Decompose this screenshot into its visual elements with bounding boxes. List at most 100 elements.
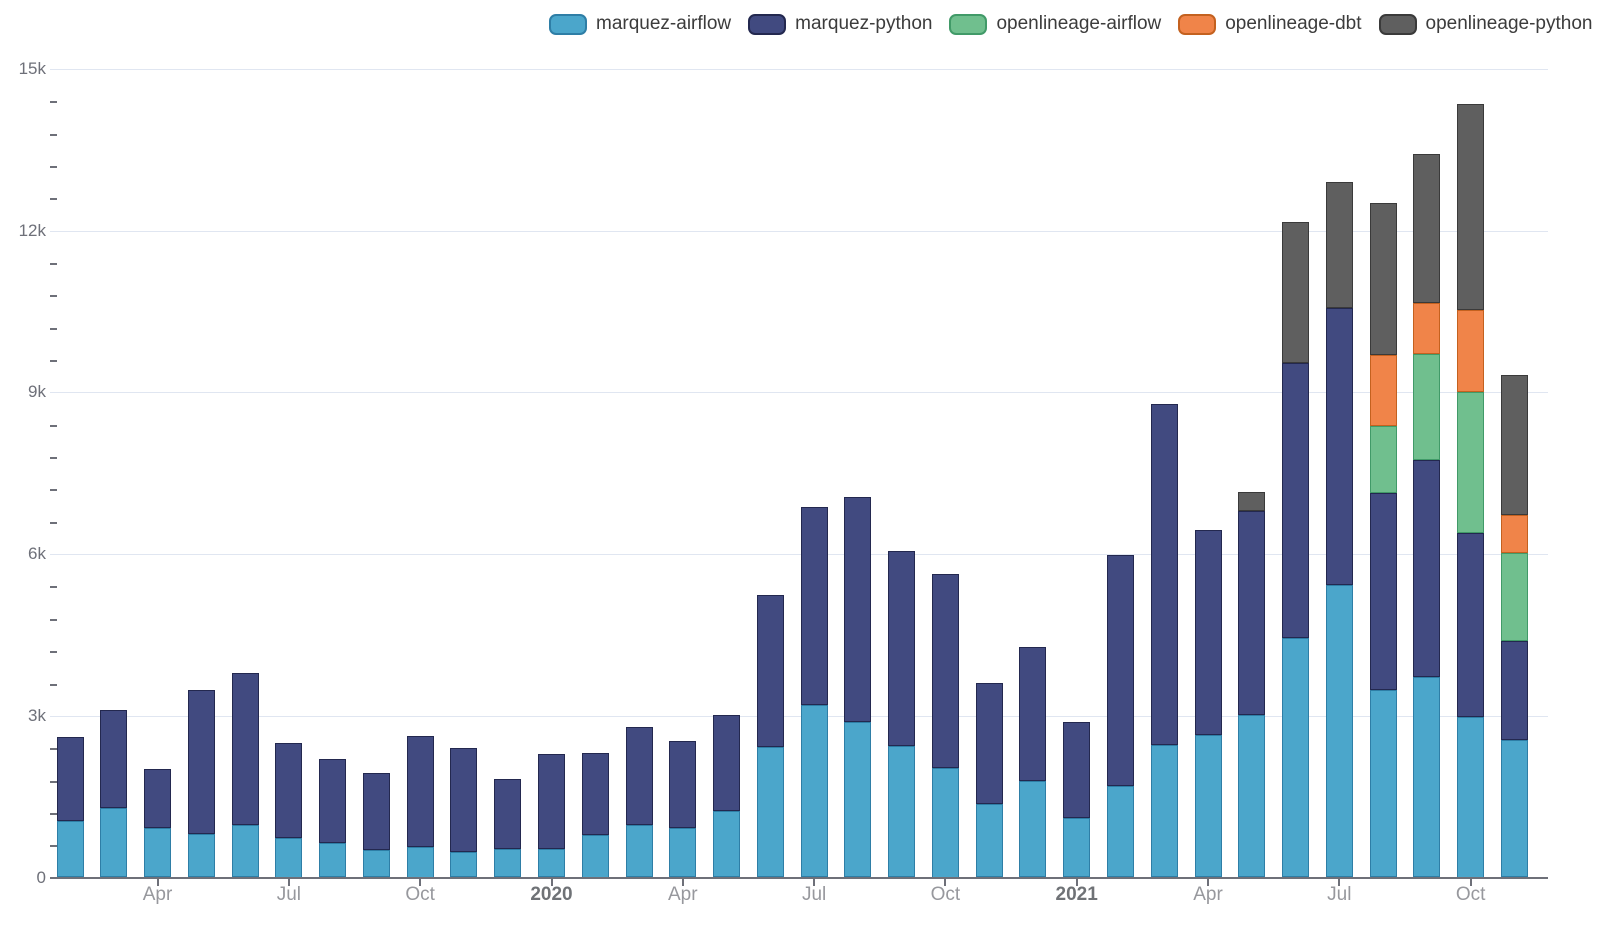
bar-segment-marquez-airflow[interactable] — [888, 746, 916, 878]
y-axis-minor-tick — [50, 101, 57, 104]
bar-segment-openlineage-airflow[interactable] — [1500, 552, 1528, 642]
bar-segment-marquez-airflow[interactable] — [1325, 584, 1353, 878]
bar-segment-marquez-airflow[interactable] — [800, 704, 828, 878]
bar-segment-openlineage-python[interactable] — [1500, 374, 1528, 515]
bar-segment-marquez-airflow[interactable] — [669, 827, 697, 878]
bar-oct-2021 — [1457, 104, 1485, 878]
bar-segment-marquez-python[interactable] — [362, 772, 390, 850]
bar-segment-marquez-airflow[interactable] — [1238, 714, 1266, 878]
bar-segment-marquez-airflow[interactable] — [975, 803, 1003, 878]
bar-segment-marquez-airflow[interactable] — [538, 848, 565, 878]
bar-segment-openlineage-python[interactable] — [1238, 492, 1266, 511]
bar-segment-marquez-airflow[interactable] — [1369, 689, 1397, 878]
bar-jun-2021 — [1282, 222, 1310, 878]
bar-segment-marquez-python[interactable] — [1238, 511, 1266, 715]
bar-segment-marquez-airflow[interactable] — [1019, 780, 1047, 878]
bar-segment-marquez-python[interactable] — [1019, 646, 1047, 781]
bar-segment-marquez-python[interactable] — [1282, 363, 1310, 638]
legend-item-openlineage-airflow[interactable]: openlineage-airflow — [949, 13, 1161, 35]
bar-segment-marquez-python[interactable] — [625, 726, 653, 825]
bar-segment-marquez-python[interactable] — [406, 736, 434, 848]
bar-segment-marquez-airflow[interactable] — [275, 837, 303, 878]
bar-segment-marquez-python[interactable] — [319, 759, 347, 843]
bar-segment-marquez-python[interactable] — [275, 742, 303, 838]
bar-segment-marquez-python[interactable] — [1063, 721, 1091, 819]
bar-segment-marquez-python[interactable] — [844, 496, 872, 722]
bar-segment-openlineage-airflow[interactable] — [1369, 425, 1397, 493]
bar-segment-marquez-airflow[interactable] — [1457, 717, 1485, 878]
bar-segment-marquez-airflow[interactable] — [1500, 739, 1528, 878]
bar-segment-marquez-python[interactable] — [538, 754, 565, 849]
bar-segment-marquez-airflow[interactable] — [1413, 676, 1441, 878]
bar-segment-marquez-airflow[interactable] — [1063, 818, 1091, 878]
bar-segment-marquez-python[interactable] — [56, 736, 84, 822]
legend-item-openlineage-dbt[interactable]: openlineage-dbt — [1178, 13, 1362, 35]
y-axis-label: 3k — [28, 705, 46, 725]
bar-segment-marquez-airflow[interactable] — [406, 847, 434, 878]
legend-item-marquez-python[interactable]: marquez-python — [748, 13, 932, 35]
bar-segment-marquez-airflow[interactable] — [494, 848, 522, 878]
bar-segment-marquez-python[interactable] — [1369, 492, 1397, 690]
bar-segment-marquez-python[interactable] — [494, 778, 522, 849]
bar-segment-openlineage-python[interactable] — [1413, 154, 1441, 304]
bar-segment-openlineage-python[interactable] — [1325, 182, 1353, 309]
legend-item-label: openlineage-airflow — [996, 13, 1162, 34]
bar-segment-marquez-python[interactable] — [100, 710, 128, 808]
bar-segment-marquez-python[interactable] — [1457, 532, 1485, 718]
bar-segment-marquez-airflow[interactable] — [1282, 637, 1310, 878]
bar-segment-openlineage-python[interactable] — [1369, 202, 1397, 355]
bar-jul-2019 — [275, 742, 303, 878]
bar-segment-marquez-airflow[interactable] — [362, 849, 390, 878]
bar-segment-marquez-python[interactable] — [1500, 641, 1528, 740]
bar-segment-marquez-airflow[interactable] — [756, 747, 784, 878]
bar-segment-marquez-python[interactable] — [1413, 460, 1441, 677]
bar-mar-2019 — [100, 710, 128, 878]
bar-segment-marquez-airflow[interactable] — [931, 767, 959, 878]
bar-segment-marquez-python[interactable] — [888, 551, 916, 747]
bar-segment-marquez-python[interactable] — [713, 714, 741, 812]
bar-segment-marquez-airflow[interactable] — [844, 721, 872, 878]
bar-segment-marquez-python[interactable] — [931, 574, 959, 768]
bar-segment-openlineage-dbt[interactable] — [1500, 514, 1528, 553]
bar-may-2019 — [187, 689, 215, 878]
bar-segment-marquez-python[interactable] — [144, 768, 171, 829]
bar-segment-openlineage-dbt[interactable] — [1457, 310, 1485, 393]
bar-segment-openlineage-python[interactable] — [1282, 222, 1310, 363]
bar-segment-marquez-airflow[interactable] — [1194, 734, 1222, 878]
bar-segment-marquez-airflow[interactable] — [581, 834, 609, 878]
bar-segment-marquez-airflow[interactable] — [450, 851, 478, 878]
bar-feb-2021 — [1107, 555, 1134, 878]
bar-segment-marquez-python[interactable] — [975, 682, 1003, 804]
bar-segment-marquez-airflow[interactable] — [56, 821, 84, 878]
bar-segment-marquez-airflow[interactable] — [713, 811, 741, 878]
bar-segment-marquez-airflow[interactable] — [100, 807, 128, 878]
bar-segment-openlineage-dbt[interactable] — [1369, 355, 1397, 426]
bar-segment-marquez-python[interactable] — [450, 747, 478, 852]
bar-segment-marquez-python[interactable] — [1107, 555, 1134, 787]
bar-segment-marquez-airflow[interactable] — [144, 828, 171, 878]
legend-item-marquez-airflow[interactable]: marquez-airflow — [549, 13, 731, 35]
bar-segment-marquez-airflow[interactable] — [625, 824, 653, 878]
bar-segment-marquez-python[interactable] — [187, 689, 215, 834]
bar-segment-marquez-airflow[interactable] — [319, 842, 347, 878]
bar-jan-2020 — [538, 754, 565, 878]
bar-segment-marquez-python[interactable] — [1150, 404, 1178, 745]
bar-segment-marquez-python[interactable] — [669, 740, 697, 828]
bar-segment-marquez-python[interactable] — [231, 673, 259, 825]
bar-segment-marquez-airflow[interactable] — [231, 824, 259, 878]
legend-item-openlineage-python[interactable]: openlineage-python — [1378, 13, 1592, 35]
bar-segment-marquez-python[interactable] — [756, 595, 784, 748]
y-axis-minor-tick — [50, 263, 57, 265]
bar-segment-marquez-python[interactable] — [800, 507, 828, 705]
bar-may-2020 — [713, 714, 741, 878]
bar-segment-marquez-airflow[interactable] — [1150, 744, 1178, 878]
bar-segment-openlineage-airflow[interactable] — [1457, 392, 1485, 533]
bar-segment-openlineage-python[interactable] — [1457, 104, 1485, 311]
bar-segment-marquez-airflow[interactable] — [187, 833, 215, 878]
bar-segment-marquez-python[interactable] — [1194, 530, 1222, 735]
bar-segment-openlineage-dbt[interactable] — [1413, 303, 1441, 355]
bar-segment-marquez-python[interactable] — [1325, 308, 1353, 585]
bar-segment-marquez-airflow[interactable] — [1107, 786, 1134, 878]
bar-segment-openlineage-airflow[interactable] — [1413, 354, 1441, 461]
bar-segment-marquez-python[interactable] — [581, 753, 609, 835]
